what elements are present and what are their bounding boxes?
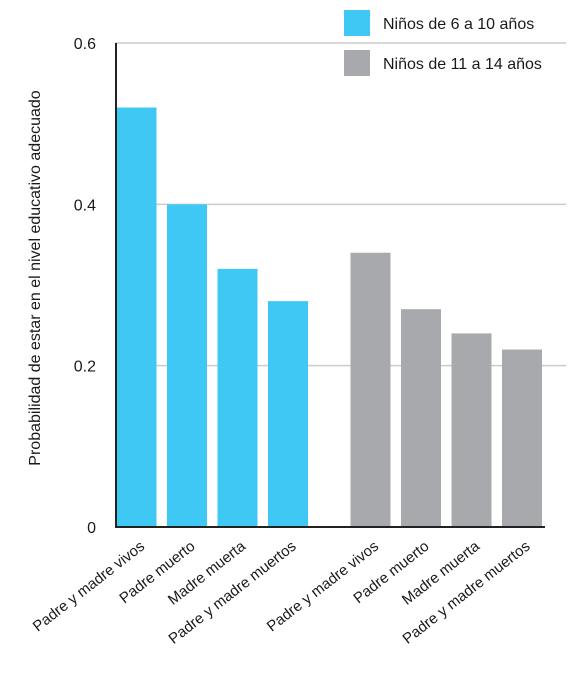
y-tick-label: 0.4 (74, 197, 96, 214)
legend-label: Niños de 6 a 10 años (383, 16, 534, 33)
bar-series2-2 (401, 309, 441, 527)
bar-series1-1 (116, 107, 157, 528)
y-tick-label: 0.2 (74, 359, 96, 376)
axes (115, 43, 545, 528)
y-axis-title: Probabilidad de estar en el nivel educat… (27, 90, 44, 465)
legend: Niños de 6 a 10 años Niños de 11 a 14 año… (344, 10, 542, 76)
y-tick-label: 0 (87, 520, 96, 537)
legend-label: Niños de 11 a 14 años (383, 56, 542, 73)
bars (116, 107, 542, 528)
y-tick-label: 0.6 (74, 36, 96, 53)
legend-swatch (344, 10, 370, 36)
bar-series1-3 (217, 268, 258, 527)
y-tick-labels: 0 0.2 0.4 0.6 (74, 36, 96, 537)
bar-series2-3 (451, 333, 492, 527)
bar-series2-4 (502, 349, 542, 527)
legend-swatch (344, 50, 370, 76)
bar-series2-1 (350, 252, 391, 527)
bar-series1-2 (167, 204, 207, 528)
bar-series1-4 (268, 301, 308, 527)
